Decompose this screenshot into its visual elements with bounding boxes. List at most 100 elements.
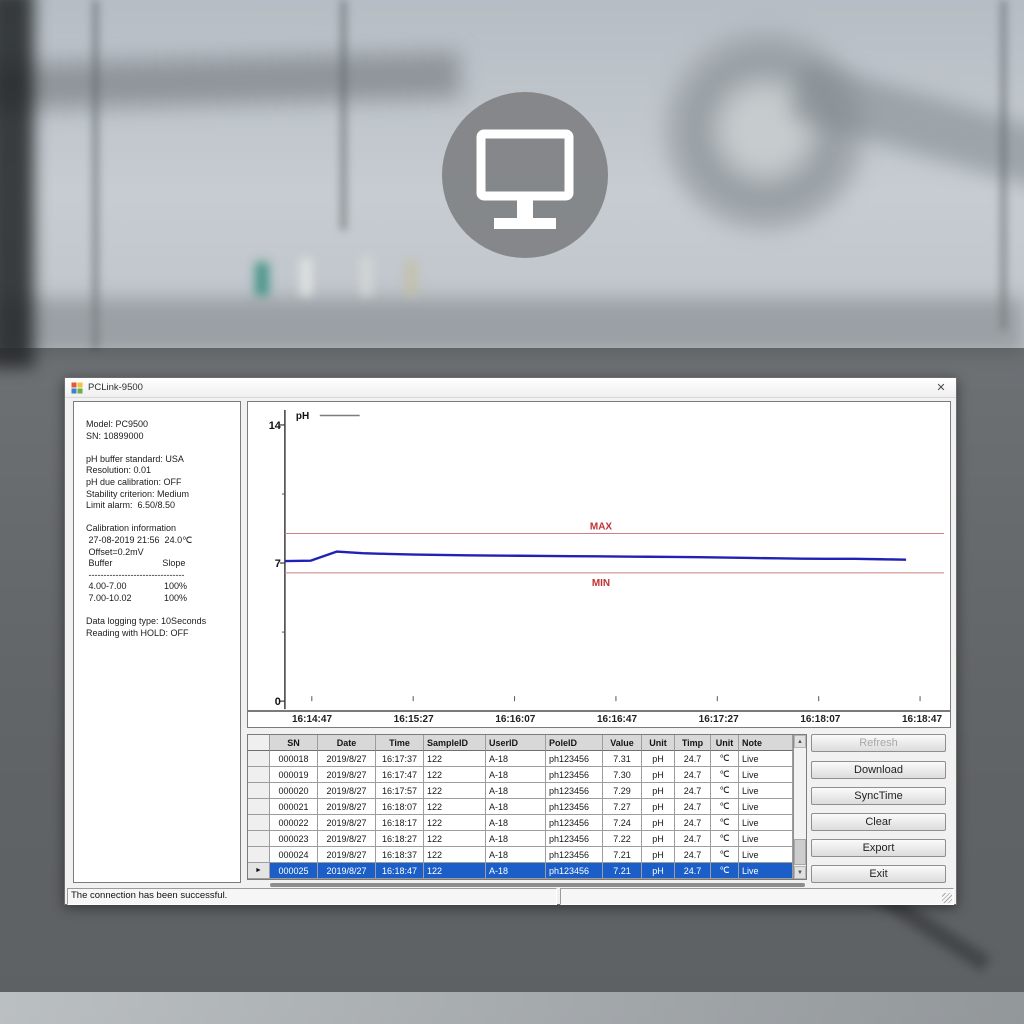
table-cell: ℃ [711, 831, 739, 847]
scrollbar-track[interactable] [794, 748, 806, 866]
background-bottle [405, 260, 417, 296]
table-cell: 000021 [270, 799, 318, 815]
table-cell: 24.7 [675, 847, 711, 863]
table-row[interactable]: 000018 2019/8/27 16:17:37 122 A-18 ph123456 7.… [248, 751, 793, 767]
column-header-2: Date [318, 735, 376, 751]
table-cell: Live [739, 847, 793, 863]
table-cell: ph123456 [546, 831, 603, 847]
table-cell: 16:17:37 [376, 751, 424, 767]
table-cell: 16:18:27 [376, 831, 424, 847]
column-header-6: PoleID [546, 735, 603, 751]
column-header-7: Value [603, 735, 642, 751]
close-icon[interactable]: ✕ [936, 382, 946, 394]
table-cell [248, 767, 270, 783]
table-row[interactable]: 000019 2019/8/27 16:17:47 122 A-18 ph123456 7.… [248, 767, 793, 783]
resize-grip-icon[interactable] [942, 893, 952, 903]
table-cell: 24.7 [675, 831, 711, 847]
info-panel-lines: Model: PC9500 SN: 10899000 pH buffer stan… [86, 419, 236, 639]
background-bottle [300, 258, 312, 296]
table-cell [248, 831, 270, 847]
table-cell: 2019/8/27 [318, 863, 376, 879]
table-cell: ph123456 [546, 799, 603, 815]
table-cell: 7.24 [603, 815, 642, 831]
table-cell: pH [642, 815, 675, 831]
status-panel-right [560, 888, 954, 905]
table-cell: 16:17:57 [376, 783, 424, 799]
info-line: 4.00-7.00 100% [86, 581, 188, 592]
table-cell: Live [739, 767, 793, 783]
table-row[interactable]: ► 000025 2019/8/27 16:18:47 122 A-18 ph123456 7… [248, 863, 793, 879]
table-cell: ph123456 [546, 751, 603, 767]
info-line: Model: PC9500 [86, 419, 149, 429]
column-header-9: Timp [675, 735, 711, 751]
column-header-3: Time [376, 735, 424, 751]
x-tick-label: 16:18:47 [901, 714, 943, 725]
table-cell: ℃ [711, 815, 739, 831]
table-cell: A-18 [486, 783, 546, 799]
table-cell [248, 847, 270, 863]
table-cell: 122 [424, 831, 486, 847]
info-line: Buffer Slope [86, 558, 186, 569]
table-cell: ph123456 [546, 815, 603, 831]
table-row[interactable]: 000023 2019/8/27 16:18:27 122 A-18 ph123456 7.… [248, 831, 793, 847]
table-cell: 7.22 [603, 831, 642, 847]
table-cell: 16:18:47 [376, 863, 424, 879]
table-cell: 24.7 [675, 767, 711, 783]
table-cell: pH [642, 783, 675, 799]
column-header-8: Unit [642, 735, 675, 751]
table-cell: 000022 [270, 815, 318, 831]
table-cell: 24.7 [675, 783, 711, 799]
table-cell: Live [739, 831, 793, 847]
info-line: Data logging type: 10Seconds [86, 616, 207, 627]
table-cell: ℃ [711, 783, 739, 799]
scroll-down-icon[interactable]: ▼ [794, 866, 806, 879]
table-cell: A-18 [486, 751, 546, 767]
exit-button[interactable]: Exit [811, 865, 946, 883]
info-line [86, 512, 236, 524]
table-cell: pH [642, 863, 675, 879]
x-tick-label: 16:15:27 [393, 714, 434, 725]
table-vertical-scrollbar[interactable]: ▲ ▼ [793, 735, 806, 879]
table-cell: 000024 [270, 847, 318, 863]
column-header-4: SampleID [424, 735, 486, 751]
table-cell: pH [642, 751, 675, 767]
info-line: Offset=0.2mV [86, 546, 144, 557]
table-cell: A-18 [486, 799, 546, 815]
info-line [86, 442, 236, 454]
column-header-0 [248, 735, 270, 751]
table-cell: 122 [424, 863, 486, 879]
table-horizontal-scrollbar[interactable] [270, 883, 805, 887]
table-row[interactable]: 000020 2019/8/27 16:17:57 122 A-18 ph123456 7.… [248, 783, 793, 799]
table-cell: 24.7 [675, 863, 711, 879]
table-cell: A-18 [486, 831, 546, 847]
info-line: Stability criterion: Medium [86, 488, 190, 499]
table-header-row: SN Date Time SampleID UserID PoleID Value Unit T… [248, 735, 793, 751]
x-tick-label: 16:17:27 [698, 714, 739, 725]
pclink-window: PCLink-9500 ✕ Model: PC9500 SN: 10899000 … [64, 377, 957, 905]
table-row[interactable]: 000024 2019/8/27 16:18:37 122 A-18 ph123456 7.… [248, 847, 793, 863]
scrollbar-thumb[interactable] [794, 839, 806, 865]
clear-button[interactable]: Clear [811, 813, 946, 831]
table-cell: A-18 [486, 847, 546, 863]
download-button[interactable]: Download [811, 761, 946, 779]
table-cell: 000019 [270, 767, 318, 783]
info-line: Reading with HOLD: OFF [86, 627, 189, 638]
refresh-button[interactable]: Refresh [811, 734, 946, 752]
background-pipe [1000, 0, 1007, 330]
background-bench [0, 298, 1024, 353]
table-cell: Live [739, 815, 793, 831]
table-cell: ► [248, 863, 270, 879]
column-header-1: SN [270, 735, 318, 751]
table-row[interactable]: 000022 2019/8/27 16:18:17 122 A-18 ph123456 7.… [248, 815, 793, 831]
scroll-up-icon[interactable]: ▲ [794, 735, 806, 748]
table-cell: 000018 [270, 751, 318, 767]
table-row[interactable]: 000021 2019/8/27 16:18:07 122 A-18 ph123456 7.… [248, 799, 793, 815]
table-cell: A-18 [486, 863, 546, 879]
info-line: 7.00-10.02 100% [86, 592, 188, 603]
background-left-shadow [0, 0, 34, 368]
table-cell: 122 [424, 799, 486, 815]
export-button[interactable]: Export [811, 839, 946, 857]
synctime-button[interactable]: SyncTime [811, 787, 946, 805]
y-tick-label: 14 [269, 420, 282, 432]
table-cell: 7.27 [603, 799, 642, 815]
